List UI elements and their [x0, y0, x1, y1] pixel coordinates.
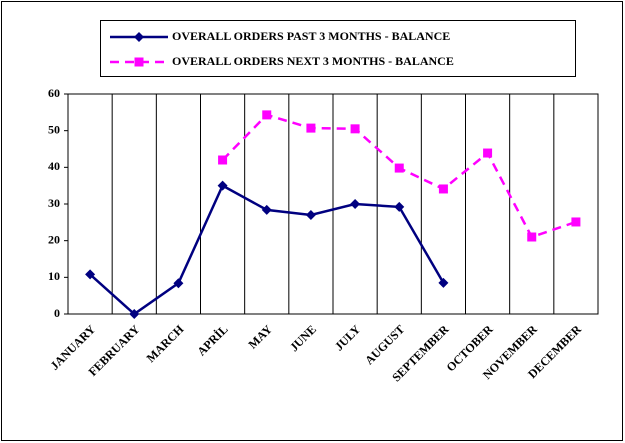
- y-tick-label: 20: [48, 232, 60, 246]
- point: [483, 148, 493, 158]
- y-tick-label: 60: [48, 86, 60, 100]
- legend-marker: [134, 57, 144, 67]
- legend-box: [100, 20, 576, 77]
- point: [261, 204, 272, 215]
- legend-label: OVERALL ORDERS PAST 3 MONTHS - BALANCE: [172, 29, 450, 43]
- y-tick-label: 30: [48, 196, 60, 210]
- point: [306, 123, 316, 133]
- point: [218, 155, 228, 165]
- point: [438, 277, 449, 288]
- point: [129, 309, 140, 319]
- legend-marker: [134, 32, 144, 42]
- y-tick-label: 0: [54, 306, 60, 320]
- point: [217, 180, 228, 191]
- y-tick-label: 10: [48, 269, 60, 283]
- point: [262, 110, 272, 120]
- point: [438, 184, 448, 194]
- point: [394, 163, 404, 173]
- y-tick-label: 40: [48, 159, 60, 173]
- legend-label: OVERALL ORDERS NEXT 3 MONTHS - BALANCE: [172, 54, 454, 68]
- y-tick-label: 50: [48, 122, 60, 136]
- point: [85, 269, 96, 280]
- point: [350, 199, 361, 209]
- point: [305, 210, 316, 220]
- point: [527, 232, 537, 242]
- point: [350, 124, 360, 134]
- point: [173, 278, 184, 289]
- point: [571, 217, 581, 227]
- point: [394, 201, 405, 212]
